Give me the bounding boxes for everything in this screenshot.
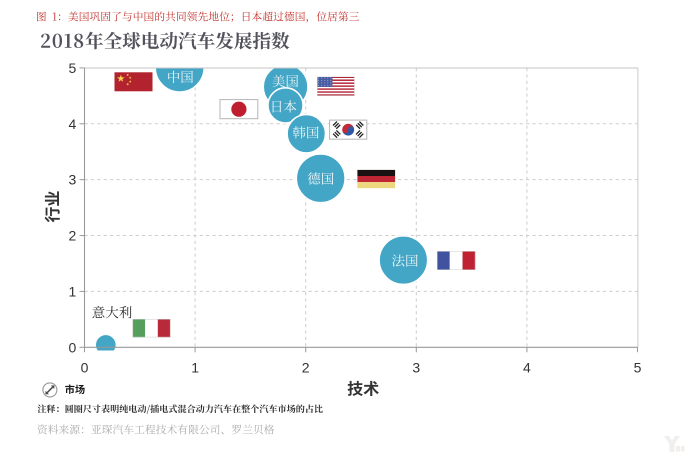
svg-text:2: 2	[302, 360, 310, 376]
svg-text:4: 4	[69, 116, 77, 132]
svg-text:5: 5	[69, 60, 77, 76]
svg-text:4: 4	[523, 360, 531, 376]
svg-text:3: 3	[412, 360, 420, 376]
svg-text:1: 1	[191, 360, 199, 376]
svg-text:0: 0	[69, 339, 77, 355]
svg-text:5: 5	[634, 360, 642, 376]
svg-text:3: 3	[69, 172, 77, 188]
svg-text:2: 2	[69, 228, 77, 244]
svg-text:0: 0	[81, 360, 89, 376]
svg-text:1: 1	[69, 283, 77, 299]
